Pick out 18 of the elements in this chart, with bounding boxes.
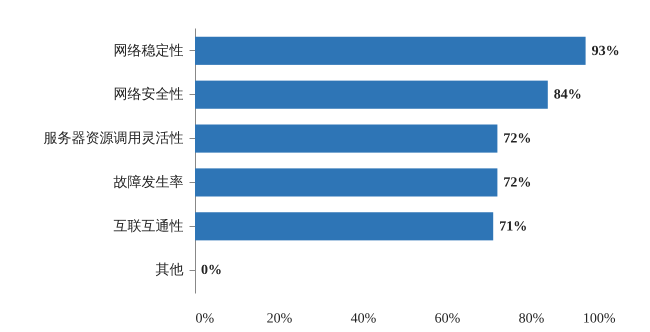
- y-tick-label: 服务器资源调用灵活性: [44, 130, 184, 147]
- x-tick-label: 20%: [266, 312, 293, 326]
- data-label: 93%: [592, 44, 620, 59]
- data-label: 72%: [503, 132, 532, 147]
- y-tick-label: 互联互通性: [114, 218, 184, 234]
- x-tick-label: 0%: [196, 312, 214, 326]
- x-tick-label: 40%: [350, 312, 377, 326]
- x-tick-label: 100%: [582, 312, 616, 326]
- data-label: 0%: [201, 263, 222, 278]
- data-label: 72%: [503, 175, 532, 190]
- y-tick-label: 网络安全性: [114, 86, 184, 103]
- y-tick-label: 故障发生率: [114, 174, 184, 190]
- data-label: 84%: [554, 88, 582, 103]
- x-tick-label: 80%: [518, 312, 545, 326]
- x-tick-label: 60%: [434, 312, 461, 326]
- data-label: 71%: [499, 219, 528, 234]
- y-tick-label: 网络稳定性: [114, 42, 184, 59]
- y-tick-label: 其他: [156, 262, 184, 278]
